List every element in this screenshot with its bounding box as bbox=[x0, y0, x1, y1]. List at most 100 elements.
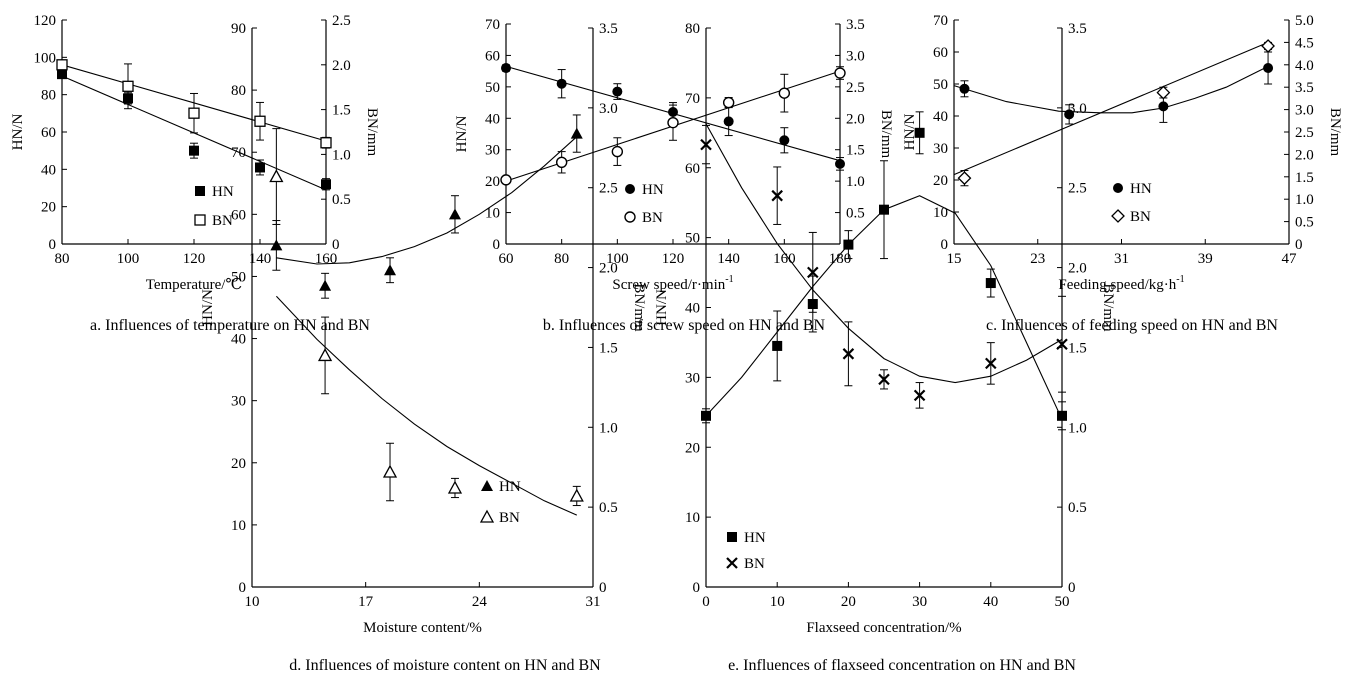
x-tick-label: 10 bbox=[770, 594, 785, 610]
y-tick-label-left: 30 bbox=[485, 143, 500, 159]
y-tick-label-left: 20 bbox=[41, 200, 56, 216]
data-point bbox=[700, 138, 712, 151]
x-tick-label: 0 bbox=[702, 594, 710, 610]
caption-c: c. Influences of feeding speed on HN and… bbox=[986, 317, 1278, 334]
y-tick-label-right: 1.5 bbox=[1068, 340, 1087, 356]
y-tick-label-right: 3.0 bbox=[846, 48, 865, 64]
y-tick-label-left: 30 bbox=[231, 394, 246, 410]
y-tick-label-left: 0 bbox=[239, 580, 247, 596]
data-point bbox=[1056, 338, 1068, 351]
y-tick-label-right: 1.5 bbox=[332, 103, 351, 119]
y-tick-label-left: 60 bbox=[41, 125, 56, 141]
x-tick-label: 31 bbox=[1114, 251, 1129, 267]
legend-marker bbox=[624, 211, 636, 223]
y-tick-label-right: 0.5 bbox=[332, 192, 351, 208]
legend-marker bbox=[194, 214, 206, 226]
x-axis-title: Moisture content/% bbox=[363, 620, 482, 636]
data-point bbox=[667, 116, 679, 129]
caption-b: b. Influences of screw speed on HN and B… bbox=[543, 317, 826, 334]
data-point bbox=[269, 169, 284, 183]
panel-a: 80 100 120 140 16002040608010012000.51.01.52… bbox=[10, 13, 380, 293]
data-point bbox=[384, 264, 397, 276]
y-tick-label-left: 10 bbox=[685, 510, 700, 526]
x-tick-label: 20 bbox=[841, 594, 856, 610]
y-tick-label-left: 40 bbox=[933, 109, 948, 125]
y-axis-title-right: BN/mm bbox=[1327, 108, 1343, 157]
x-tick-label: 10 bbox=[245, 594, 260, 610]
y-tick-label-right: 4.0 bbox=[1295, 58, 1314, 74]
x-tick-label: 100 bbox=[117, 251, 140, 267]
y-tick-label-right: 2.0 bbox=[1295, 147, 1314, 163]
y-tick-label-right: 0 bbox=[332, 237, 340, 253]
data-point bbox=[985, 357, 997, 370]
data-point bbox=[1156, 85, 1171, 100]
y-tick-label-right: 0 bbox=[1068, 580, 1076, 596]
y-tick-label-right: 2.0 bbox=[1068, 261, 1087, 277]
y-tick-label-left: 0 bbox=[693, 580, 701, 596]
caption-e: e. Influences of flaxseed concentration … bbox=[728, 657, 1076, 674]
y-tick-label-left: 0 bbox=[493, 237, 501, 253]
fit-line bbox=[953, 41, 1269, 176]
fit-line bbox=[276, 136, 578, 265]
y-tick-label-left: 40 bbox=[41, 162, 56, 178]
panel-c: 15 23 31 39 4701020304050607000.51.01.52.02.… bbox=[902, 13, 1343, 293]
x-axis-title: Temperature/℃ bbox=[146, 277, 243, 293]
legend-label: HN bbox=[642, 182, 664, 198]
legend-label: HN bbox=[499, 479, 521, 495]
y-tick-label-left: 40 bbox=[485, 111, 500, 127]
y-tick-label-left: 60 bbox=[231, 207, 246, 223]
y-tick-label-right: 2.0 bbox=[332, 58, 351, 74]
y-axis-title-left: HN/N bbox=[10, 114, 26, 151]
x-tick-label: 80 bbox=[554, 251, 569, 267]
legend-label: BN bbox=[212, 213, 233, 229]
data-point bbox=[57, 69, 67, 80]
y-tick-label-left: 40 bbox=[231, 332, 246, 348]
data-point bbox=[959, 83, 970, 94]
x-axis-title: Feeding speed/kg·h-1 bbox=[1058, 274, 1184, 293]
legend-label: HN bbox=[1130, 181, 1152, 197]
data-point bbox=[188, 107, 200, 119]
data-point bbox=[985, 278, 996, 289]
data-point bbox=[723, 116, 734, 127]
y-tick-label-right: 2.5 bbox=[1068, 181, 1087, 197]
x-tick-label: 160 bbox=[315, 251, 338, 267]
data-point bbox=[448, 208, 461, 220]
data-point bbox=[772, 340, 783, 351]
y-axis-title-right: BN/mm bbox=[878, 110, 894, 159]
data-point bbox=[255, 162, 265, 173]
x-tick-label: 120 bbox=[662, 251, 685, 267]
y-tick-label-left: 120 bbox=[34, 13, 57, 29]
data-point bbox=[913, 389, 926, 402]
x-axis-title: Screw speed/r·min-1 bbox=[612, 274, 733, 293]
y-tick-label-left: 70 bbox=[485, 17, 500, 33]
y-tick-label-left: 0 bbox=[49, 237, 57, 253]
y-tick-label-right: 2.5 bbox=[846, 80, 865, 96]
y-tick-label-right: 2.0 bbox=[846, 111, 865, 127]
y-tick-label-right: 3.0 bbox=[599, 101, 618, 117]
data-point bbox=[500, 174, 512, 186]
legend-label: BN bbox=[1130, 209, 1151, 225]
y-tick-label-right: 5.0 bbox=[1295, 13, 1314, 29]
data-point bbox=[189, 145, 199, 156]
data-point bbox=[382, 464, 398, 478]
y-tick-label-right: 4.5 bbox=[1295, 35, 1314, 51]
y-tick-label-left: 60 bbox=[685, 161, 700, 177]
y-tick-label-right: 1.0 bbox=[1295, 192, 1314, 208]
legend-marker bbox=[727, 532, 737, 542]
y-tick-label-left: 60 bbox=[485, 48, 500, 64]
data-point bbox=[1261, 39, 1275, 53]
data-point bbox=[834, 67, 846, 79]
y-tick-label-right: 0.5 bbox=[599, 500, 618, 516]
y-tick-label-left: 40 bbox=[685, 301, 700, 317]
y-tick-label-right: 0.5 bbox=[846, 206, 865, 222]
x-tick-label: 31 bbox=[586, 594, 601, 610]
y-tick-label-right: 0 bbox=[1295, 237, 1303, 253]
y-tick-label-right: 3.5 bbox=[599, 21, 618, 37]
y-tick-label-right: 2.5 bbox=[599, 181, 618, 197]
legend-label: BN bbox=[499, 510, 520, 526]
y-tick-label-right: 2.5 bbox=[1295, 125, 1314, 141]
y-tick-label-left: 80 bbox=[685, 21, 700, 37]
panel-e: 0 10 20 30 40 500102030405060708000.51.01.52.… bbox=[654, 21, 1116, 636]
data-point bbox=[1057, 410, 1067, 421]
